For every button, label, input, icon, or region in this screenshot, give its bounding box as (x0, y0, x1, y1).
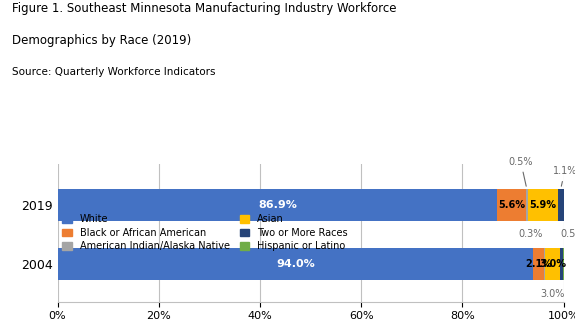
Text: 86.9%: 86.9% (258, 200, 297, 210)
Legend: White, Black or African American, American Indian/Alaska Native, Asian, Two or M: White, Black or African American, Americ… (62, 215, 348, 251)
Bar (545, 248, 561, 280)
Bar (561, 248, 563, 280)
Bar (544, 248, 545, 280)
Text: 3.0%: 3.0% (540, 289, 565, 298)
Text: Demographics by Race (2019): Demographics by Race (2019) (12, 34, 191, 48)
Bar (533, 248, 544, 280)
Text: 0.5%: 0.5% (560, 229, 575, 239)
Bar (526, 189, 528, 221)
Bar (558, 189, 564, 221)
Text: 0.3%: 0.3% (519, 229, 543, 239)
Text: 5.6%: 5.6% (498, 200, 525, 210)
Bar (564, 189, 575, 221)
Text: 3.0%: 3.0% (539, 259, 566, 269)
Text: 1.1%: 1.1% (553, 166, 575, 186)
Text: 5.9%: 5.9% (530, 200, 557, 210)
Text: 94.0%: 94.0% (276, 259, 315, 269)
Bar (497, 189, 526, 221)
Text: Source: Quarterly Workforce Indicators: Source: Quarterly Workforce Indicators (12, 67, 215, 77)
Text: 0.5%: 0.5% (508, 157, 533, 186)
Bar (58, 189, 497, 221)
Bar (528, 189, 558, 221)
Text: Figure 1. Southeast Minnesota Manufacturing Industry Workforce: Figure 1. Southeast Minnesota Manufactur… (12, 2, 396, 15)
Text: 2.1%: 2.1% (525, 259, 552, 269)
Bar (58, 248, 533, 280)
Bar (563, 248, 575, 280)
